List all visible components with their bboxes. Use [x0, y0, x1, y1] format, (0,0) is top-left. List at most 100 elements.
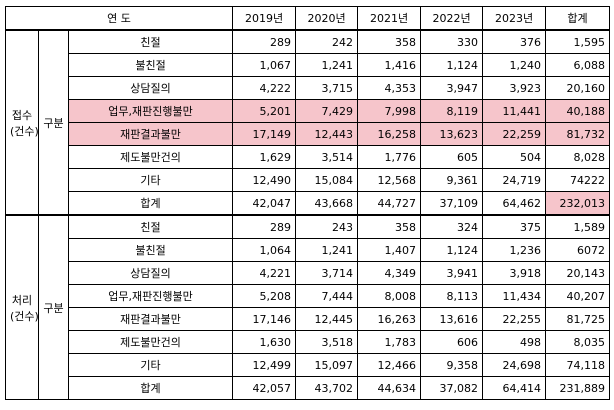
value: 6072 — [545, 238, 611, 262]
value: 376 — [482, 29, 547, 54]
value: 24,719 — [482, 168, 547, 192]
value: 324 — [420, 214, 484, 239]
value: 1,589 — [545, 214, 611, 239]
value: 1,124 — [420, 53, 484, 77]
value: 74222 — [545, 168, 611, 192]
value: 1,067 — [232, 53, 297, 77]
category: 기타 — [67, 353, 234, 377]
value: 22,259 — [482, 122, 547, 146]
value: 64,414 — [482, 376, 547, 400]
value: 42,047 — [232, 191, 297, 216]
value: 375 — [482, 214, 547, 239]
value: 7,429 — [295, 99, 359, 123]
category: 업무,재판진행불만 — [67, 99, 234, 123]
value: 11,441 — [482, 99, 547, 123]
value: 1,416 — [357, 53, 422, 77]
category: 합계 — [67, 191, 234, 216]
value: 37,082 — [420, 376, 484, 400]
value: 8,119 — [420, 99, 484, 123]
value: 11,434 — [482, 284, 547, 308]
value: 7,998 — [357, 99, 422, 123]
category: 재판결과불만 — [67, 307, 234, 331]
value: 4,349 — [357, 261, 422, 285]
value: 1,241 — [295, 53, 359, 77]
value: 7,444 — [295, 284, 359, 308]
value: 5,208 — [232, 284, 297, 308]
value: 81,725 — [545, 307, 611, 331]
value: 16,263 — [357, 307, 422, 331]
category: 제도불만건의 — [67, 145, 234, 169]
value: 43,702 — [295, 376, 359, 400]
group-label-line: (건수) — [10, 124, 39, 138]
value: 3,923 — [482, 76, 547, 100]
value: 3,715 — [295, 76, 359, 100]
group-label-line: 처리 — [11, 293, 33, 307]
value: 1,595 — [545, 29, 611, 54]
value: 4,353 — [357, 76, 422, 100]
value: 44,727 — [357, 191, 422, 216]
value: 40,188 — [545, 99, 611, 123]
value: 1,407 — [357, 238, 422, 262]
category: 상담질의 — [67, 261, 234, 285]
value: 243 — [295, 214, 359, 239]
value: 13,616 — [420, 307, 484, 331]
value: 232,013 — [545, 191, 611, 216]
value: 1,124 — [420, 238, 484, 262]
value: 12,568 — [357, 168, 422, 192]
value: 605 — [420, 145, 484, 169]
group-label: 처리 (건수) — [5, 214, 39, 400]
value: 17,149 — [232, 122, 297, 146]
category: 불친절 — [67, 53, 234, 77]
category: 합계 — [67, 376, 234, 400]
year-header: 2022년 — [420, 6, 484, 31]
value: 12,490 — [232, 168, 297, 192]
value: 1,241 — [295, 238, 359, 262]
category: 친절 — [67, 29, 234, 54]
group-label: 접수 (건수) — [5, 29, 39, 216]
value: 358 — [357, 214, 422, 239]
value: 3,918 — [482, 261, 547, 285]
value: 15,097 — [295, 353, 359, 377]
year-header: 2021년 — [357, 6, 422, 31]
value: 1,783 — [357, 330, 422, 354]
value: 289 — [232, 29, 297, 54]
sub-label: 구분 — [38, 29, 69, 216]
value: 64,462 — [482, 191, 547, 216]
value: 12,466 — [357, 353, 422, 377]
value: 20,143 — [545, 261, 611, 285]
value: 3,514 — [295, 145, 359, 169]
header-label: 연 도 — [4, 6, 234, 31]
category: 재판결과불만 — [67, 122, 234, 146]
value: 9,358 — [420, 353, 484, 377]
year-header: 2019년 — [232, 6, 297, 31]
value: 6,088 — [545, 53, 611, 77]
value: 606 — [420, 330, 484, 354]
value: 330 — [420, 29, 484, 54]
group-label-line: 접수 — [11, 108, 33, 122]
value: 16,258 — [357, 122, 422, 146]
value: 9,361 — [420, 168, 484, 192]
value: 8,035 — [545, 330, 611, 354]
category: 기타 — [67, 168, 234, 192]
value: 37,109 — [420, 191, 484, 216]
category: 친절 — [67, 214, 234, 239]
category: 상담질의 — [67, 76, 234, 100]
category: 불친절 — [67, 238, 234, 262]
value: 3,941 — [420, 261, 484, 285]
data-table: 연 도 2019년 2020년 2021년 2022년 2023년 합계 접수 (건수) 구분 친절… — [4, 6, 611, 400]
sub-label: 구분 — [38, 214, 69, 400]
value: 504 — [482, 145, 547, 169]
value: 74,118 — [545, 353, 611, 377]
value: 17,146 — [232, 307, 297, 331]
value: 13,623 — [420, 122, 484, 146]
value: 20,160 — [545, 76, 611, 100]
value: 22,255 — [482, 307, 547, 331]
value: 231,889 — [545, 376, 611, 400]
value: 24,698 — [482, 353, 547, 377]
value: 44,634 — [357, 376, 422, 400]
value: 4,222 — [232, 76, 297, 100]
value: 1,630 — [232, 330, 297, 354]
value: 15,084 — [295, 168, 359, 192]
value: 1,240 — [482, 53, 547, 77]
